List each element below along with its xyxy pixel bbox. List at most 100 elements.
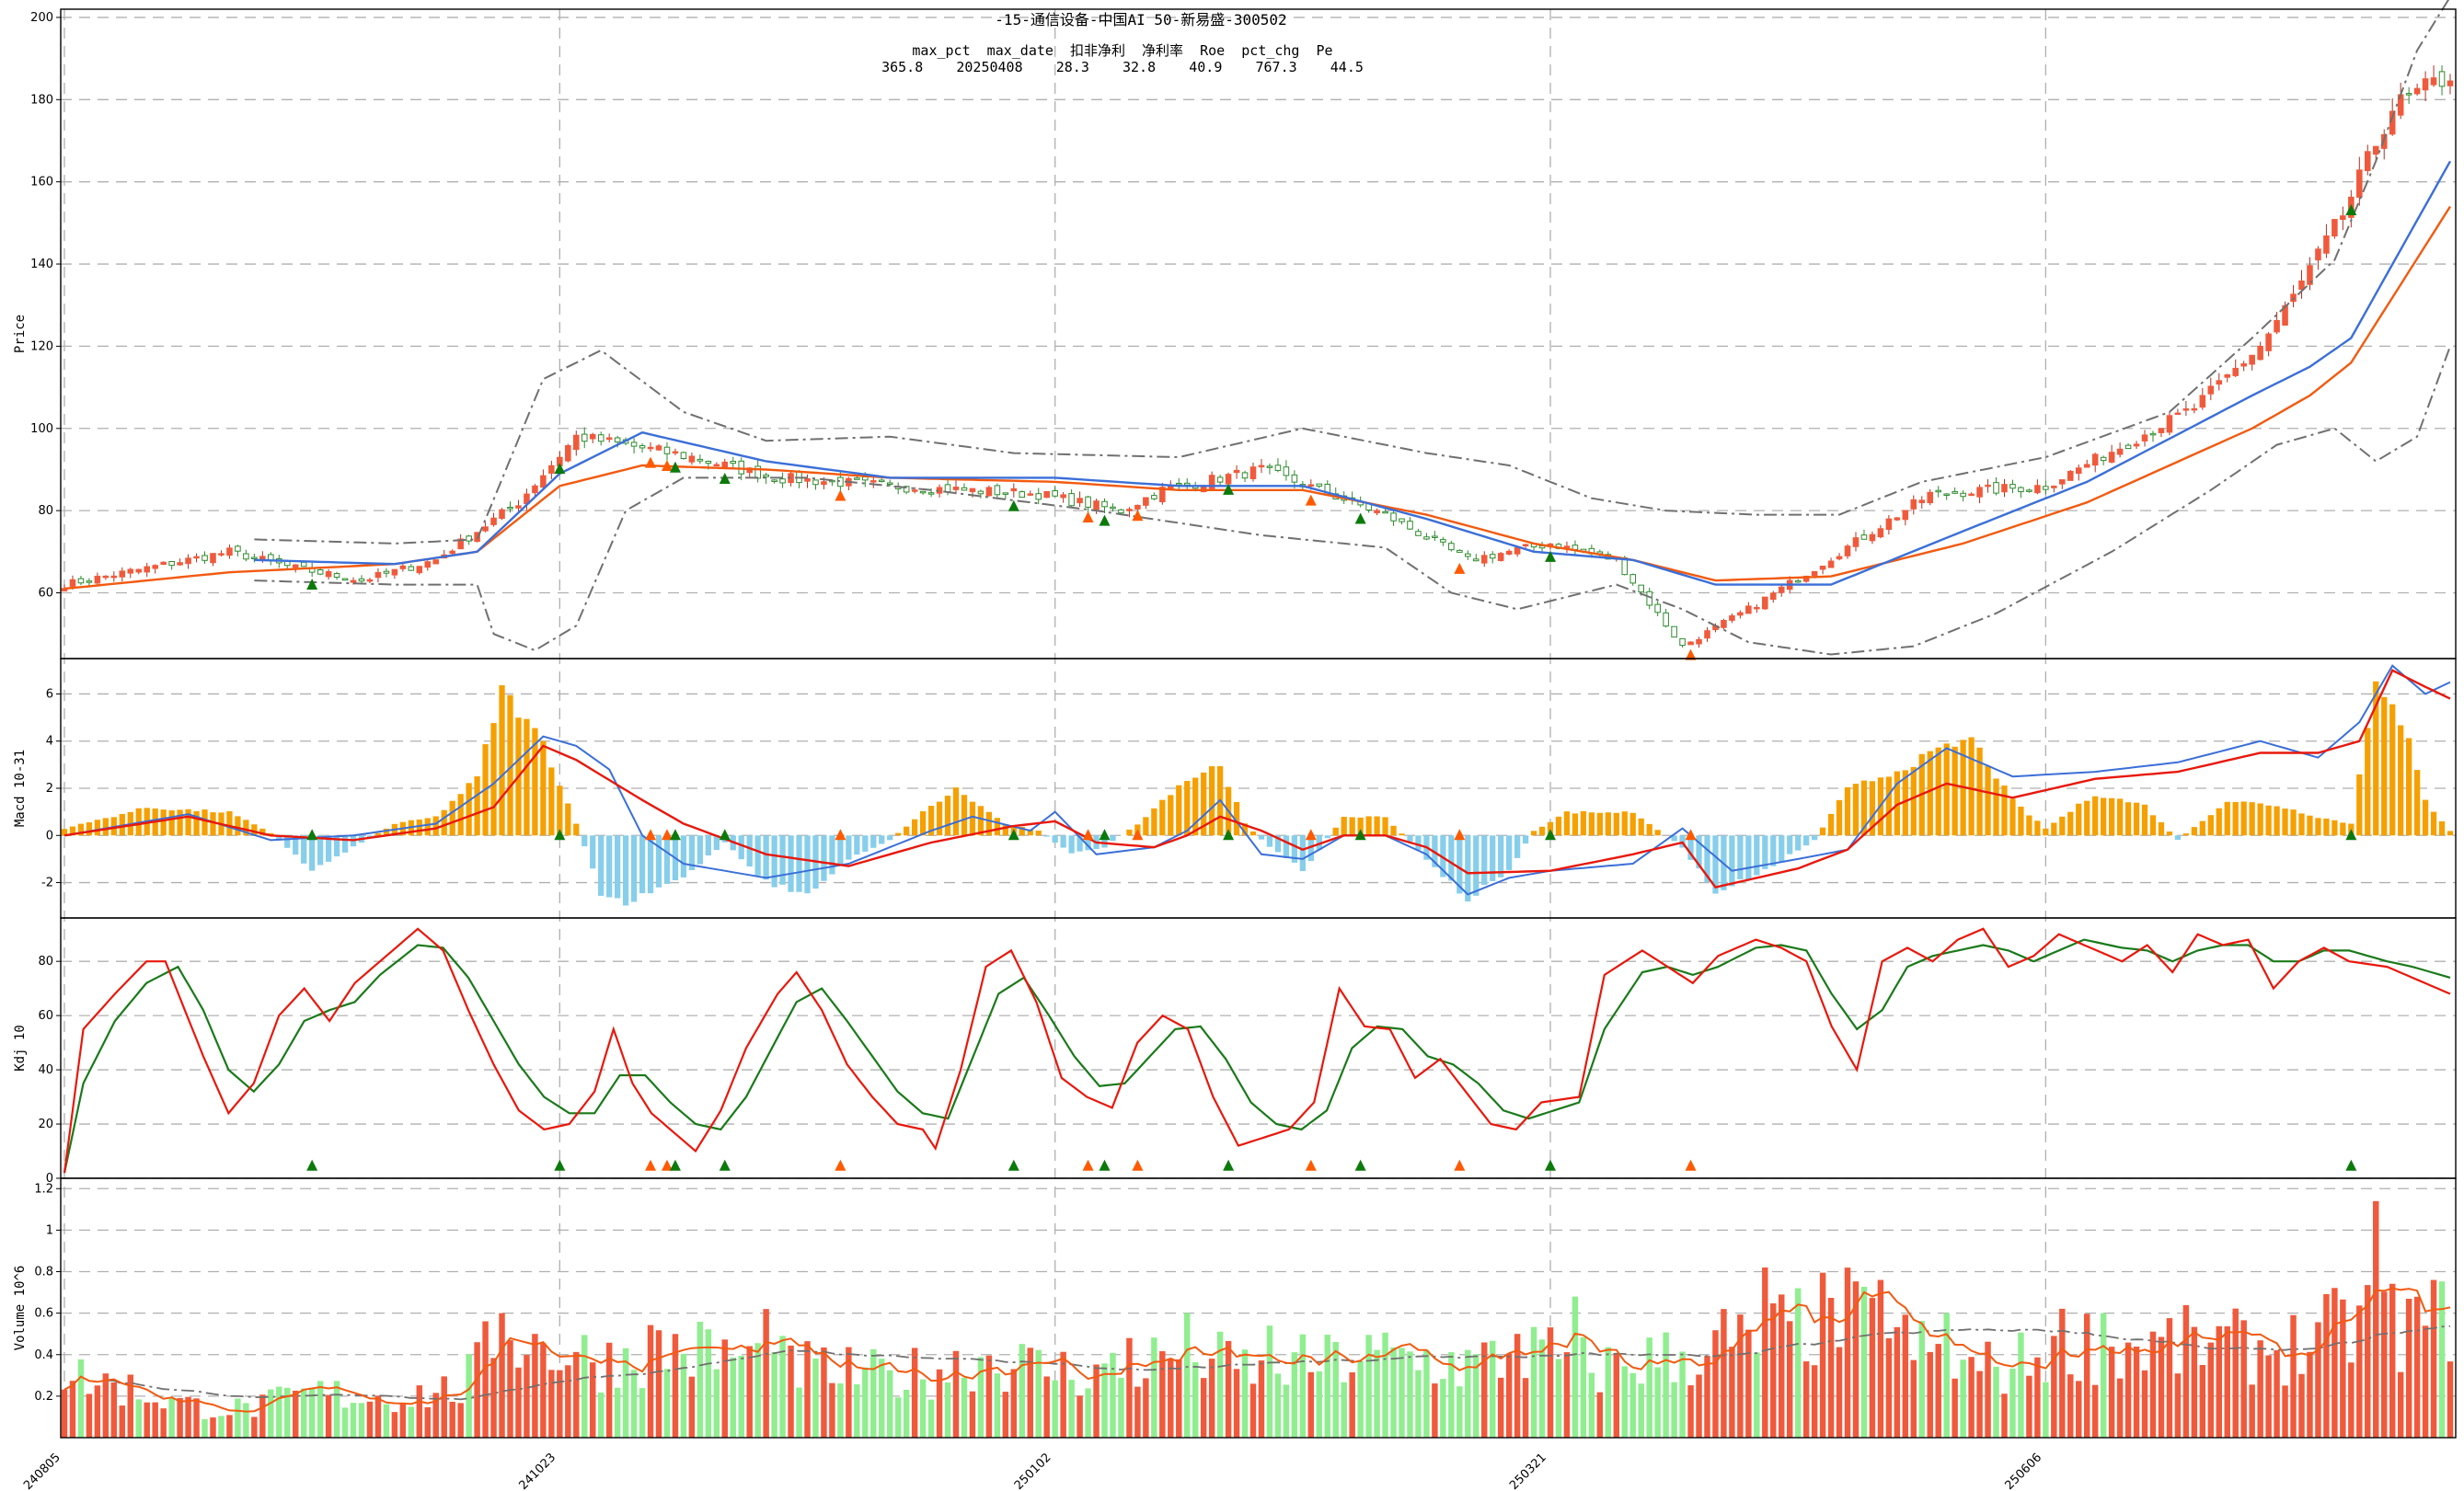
macd-bar xyxy=(1935,747,1941,836)
volume-bar xyxy=(565,1365,571,1438)
macd-bar xyxy=(1588,812,1595,836)
macd-bar xyxy=(309,835,316,871)
candle xyxy=(2447,74,2454,95)
volume-bar xyxy=(110,1382,118,1438)
volume-bar xyxy=(829,1382,835,1438)
volume-bar xyxy=(936,1369,943,1438)
volume-bar xyxy=(1168,1359,1174,1438)
candle xyxy=(210,553,216,567)
candle xyxy=(193,553,200,563)
volume-bar xyxy=(308,1387,316,1438)
candle xyxy=(1118,509,1124,514)
volume-bar xyxy=(507,1340,513,1438)
macd-bar xyxy=(2101,797,2107,836)
volume-bar xyxy=(961,1377,968,1438)
macd-bar xyxy=(2224,801,2230,836)
volume-bar xyxy=(1457,1386,1463,1438)
volume-bar xyxy=(944,1382,951,1438)
y-tick-label: 1.2 xyxy=(34,1182,53,1196)
volume-bar xyxy=(2413,1296,2421,1438)
macd-bar xyxy=(606,835,613,898)
volume-bar xyxy=(1952,1378,1958,1438)
macd-bar xyxy=(1440,835,1446,877)
volume-bar xyxy=(2059,1308,2066,1438)
volume-bar xyxy=(1729,1347,1735,1438)
candle xyxy=(110,571,118,582)
volume-bar xyxy=(1068,1380,1075,1438)
macd-bar xyxy=(1481,835,1488,886)
volume-bar xyxy=(1572,1296,1579,1438)
volume-bar xyxy=(927,1399,935,1438)
volume-bar xyxy=(432,1393,439,1438)
volume-bar xyxy=(540,1343,547,1438)
macd-bar xyxy=(2092,796,2099,836)
volume-bar xyxy=(581,1335,588,1438)
price-signal-marker xyxy=(1545,550,1557,562)
volume-bar xyxy=(399,1404,407,1438)
kdj-signal-marker xyxy=(835,1159,846,1171)
macd-bar xyxy=(2199,820,2205,836)
candle xyxy=(1563,541,1571,553)
candle xyxy=(507,501,513,513)
volume-bar xyxy=(391,1412,398,1438)
candle xyxy=(2240,361,2247,372)
macd-dif-line xyxy=(63,664,2451,896)
macd-bar xyxy=(1233,801,1240,836)
candle xyxy=(1249,462,1257,482)
volume-bar xyxy=(1935,1344,1941,1438)
macd-bar xyxy=(1399,833,1405,836)
macd-bar xyxy=(1580,810,1587,836)
volume-bar xyxy=(605,1342,613,1438)
macd-signal-marker xyxy=(306,829,318,841)
macd-bar xyxy=(1283,835,1290,858)
volume-bar xyxy=(1283,1384,1290,1438)
volume-bar xyxy=(1802,1361,1810,1438)
macd-bar xyxy=(1490,835,1496,882)
candle xyxy=(1390,510,1397,526)
price-signal-marker xyxy=(661,460,673,472)
macd-bar xyxy=(2232,801,2239,836)
macd-bar xyxy=(1415,835,1422,850)
volume-bar xyxy=(663,1369,671,1438)
macd-bar xyxy=(1365,816,1372,836)
candle xyxy=(1943,493,1950,500)
candle xyxy=(1877,524,1884,539)
kdj-signal-marker xyxy=(1685,1159,1697,1171)
macd-bar xyxy=(2422,799,2429,836)
macd-bar xyxy=(94,820,101,836)
y-tick-label: 2 xyxy=(46,782,53,796)
macd-bar xyxy=(1465,835,1471,902)
volume-bar xyxy=(2108,1347,2115,1438)
volume-bar xyxy=(894,1397,902,1438)
macd-bar xyxy=(1473,835,1480,896)
candle xyxy=(605,433,613,442)
volume-bar xyxy=(870,1348,877,1438)
macd-bar xyxy=(2447,831,2454,836)
kdj-signal-marker xyxy=(645,1159,657,1171)
macd-bar xyxy=(2067,811,2074,836)
candle xyxy=(490,512,497,527)
macd-bar xyxy=(1563,811,1571,836)
volume-bar xyxy=(2141,1370,2148,1438)
macd-bar xyxy=(1357,817,1364,836)
volume-bar xyxy=(1605,1347,1612,1438)
macd-bar xyxy=(2413,770,2421,836)
macd-bar xyxy=(1035,831,1042,836)
price-signal-marker xyxy=(2345,204,2357,216)
macd-bar xyxy=(341,835,349,853)
candle xyxy=(1077,491,1083,508)
macd-bar xyxy=(325,835,332,862)
candle xyxy=(1019,490,1026,499)
volume-bar xyxy=(2430,1279,2437,1438)
macd-bar xyxy=(1168,795,1174,836)
boll-upper-line xyxy=(254,0,2450,545)
volume-bar xyxy=(1027,1348,1033,1438)
macd-bar xyxy=(1332,827,1339,836)
macd-bar xyxy=(1538,826,1546,836)
macd-bar xyxy=(1457,835,1463,894)
volume-ylabel: Volume 10^6 xyxy=(13,1266,28,1351)
macd-bar xyxy=(1316,835,1322,850)
macd-bar xyxy=(590,835,596,869)
candle xyxy=(1143,497,1149,510)
candle xyxy=(1729,613,1735,624)
